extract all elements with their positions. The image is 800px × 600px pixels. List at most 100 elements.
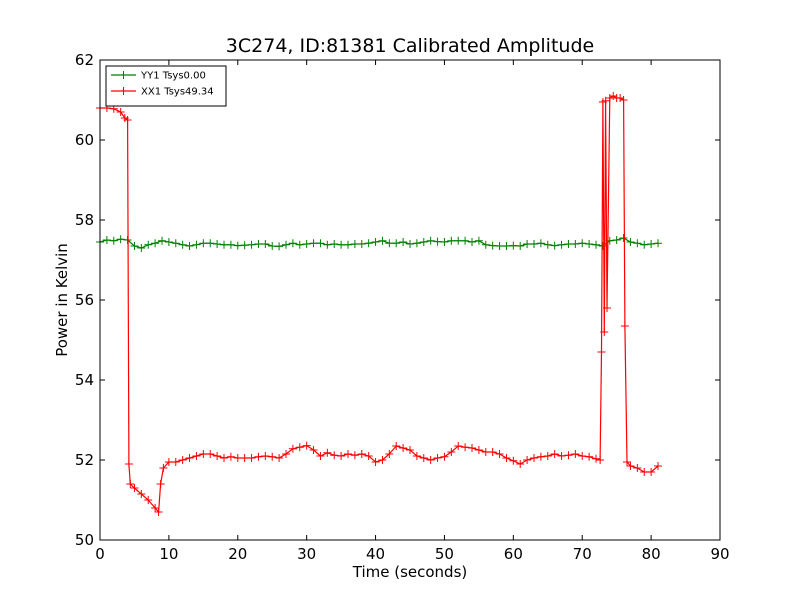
data-point-marker	[130, 242, 139, 250]
data-point-marker	[261, 452, 270, 460]
data-point-marker	[385, 239, 394, 248]
data-point-marker	[164, 238, 173, 246]
legend-label: YY1 Tsys0.00	[140, 71, 206, 82]
data-point-marker	[109, 236, 118, 245]
data-point-marker	[603, 304, 612, 312]
data-point-marker	[592, 240, 600, 249]
data-point-marker	[240, 241, 249, 250]
data-point-marker	[192, 452, 201, 460]
x-tick-label: 50	[435, 545, 454, 563]
data-point-marker	[536, 452, 545, 461]
data-point-marker	[282, 450, 290, 458]
data-point-marker	[130, 484, 139, 492]
data-point-marker	[159, 464, 168, 472]
data-point-marker	[144, 496, 153, 504]
data-point-marker	[178, 240, 187, 249]
data-point-marker	[433, 454, 442, 462]
data-point-marker	[357, 450, 366, 458]
data-point-marker	[633, 464, 642, 472]
data-point-marker	[419, 454, 428, 462]
data-point-marker	[620, 322, 629, 330]
data-point-marker	[468, 444, 476, 452]
data-point-marker	[371, 458, 380, 466]
data-point-marker	[171, 458, 180, 466]
data-point-marker	[530, 240, 538, 248]
data-point-marker	[654, 462, 662, 470]
x-tick-label: 40	[366, 545, 385, 563]
data-point-marker	[102, 236, 111, 244]
data-point-marker	[275, 454, 284, 462]
data-point-marker	[350, 240, 359, 248]
data-point-marker	[126, 480, 135, 488]
data-point-marker	[261, 240, 270, 248]
data-point-marker	[550, 450, 559, 458]
data-point-marker	[268, 452, 277, 461]
x-tick-label: 90	[710, 545, 729, 563]
data-point-marker	[516, 460, 525, 468]
data-point-marker	[474, 446, 483, 454]
x-axis-label: Time (seconds)	[352, 563, 468, 581]
y-tick-label: 62	[75, 51, 94, 69]
data-point-marker	[116, 235, 125, 244]
data-point-marker	[488, 448, 497, 456]
data-point-marker	[640, 468, 649, 476]
data-point-marker	[233, 241, 242, 250]
data-point-marker	[523, 240, 532, 248]
series-1	[96, 92, 662, 516]
data-point-marker	[502, 242, 511, 250]
data-point-marker	[495, 242, 504, 250]
legend-marker	[119, 87, 128, 95]
data-point-marker	[585, 452, 594, 461]
data-point-marker	[426, 236, 435, 245]
data-point-marker	[288, 239, 297, 248]
data-point-marker	[488, 241, 497, 250]
data-point-marker	[597, 348, 606, 356]
data-point-marker	[164, 458, 173, 466]
data-point-marker	[357, 240, 366, 248]
data-point-marker	[600, 328, 609, 336]
data-point-marker	[609, 92, 618, 100]
data-point-marker	[247, 454, 256, 462]
data-point-marker	[137, 490, 146, 498]
data-point-marker	[564, 240, 573, 248]
data-point-marker	[612, 236, 621, 244]
data-point-marker	[557, 240, 566, 249]
y-tick-label: 58	[75, 211, 94, 229]
data-point-marker	[536, 239, 545, 248]
data-point-marker	[426, 456, 435, 464]
data-point-marker	[151, 504, 160, 512]
data-point-marker	[433, 237, 442, 246]
data-point-marker	[364, 452, 373, 460]
data-point-marker	[185, 454, 194, 462]
data-point-marker	[468, 238, 476, 246]
x-tick-label: 70	[573, 545, 592, 563]
data-point-marker	[502, 454, 511, 462]
data-point-marker	[156, 480, 165, 488]
x-tick-label: 30	[297, 545, 316, 563]
data-point-marker	[240, 454, 249, 462]
data-point-marker	[309, 446, 318, 454]
data-point-marker	[371, 238, 380, 246]
data-point-marker	[633, 239, 642, 248]
data-point-marker	[623, 458, 631, 466]
data-point-marker	[316, 452, 325, 460]
data-point-marker	[254, 240, 263, 248]
legend-marker	[119, 71, 128, 79]
data-point-marker	[543, 452, 552, 460]
data-point-marker	[254, 452, 263, 461]
data-point-marker	[350, 451, 359, 460]
data-point-marker	[220, 454, 228, 462]
data-point-marker	[151, 239, 160, 248]
data-point-marker	[412, 239, 421, 248]
data-point-marker	[564, 451, 573, 460]
y-tick-label: 50	[75, 531, 94, 549]
ticks-layer: 0 10 20 30 40 50 60 70 80 90 50 52 54 56 58 60 62	[75, 51, 730, 563]
data-point-marker	[171, 239, 180, 248]
data-point-marker	[206, 239, 215, 248]
y-axis-label: Power in Kelvin	[53, 243, 71, 357]
data-point-marker	[220, 240, 228, 249]
data-point-marker	[378, 456, 387, 464]
data-point-marker	[316, 239, 325, 248]
data-point-marker	[461, 443, 470, 452]
data-point-marker	[474, 236, 483, 245]
